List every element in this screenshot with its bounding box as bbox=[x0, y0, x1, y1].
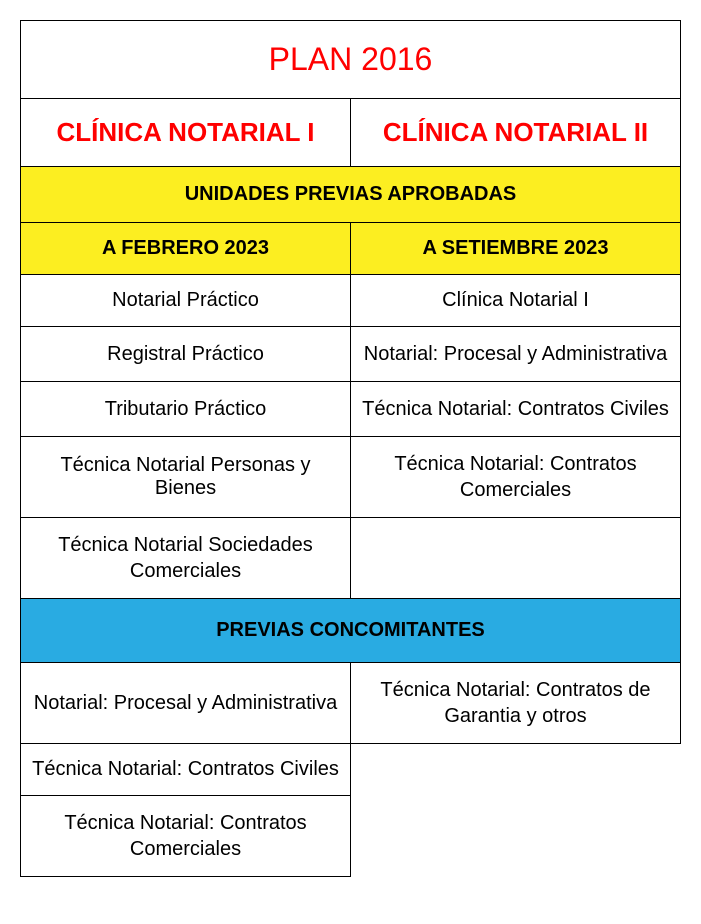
cell-conc-1-right: Técnica Notarial: Contratos de Garantia … bbox=[351, 663, 681, 744]
table-row: Técnica Notarial Personas y Bienes Técni… bbox=[21, 437, 681, 518]
cell-aprob-1-left: Notarial Práctico bbox=[21, 275, 351, 327]
subheader-setiembre: A SETIEMBRE 2023 bbox=[351, 223, 681, 275]
section-unidades-previas: UNIDADES PREVIAS APROBADAS bbox=[21, 167, 681, 223]
cell-aprob-4-left: Técnica Notarial Personas y Bienes bbox=[21, 437, 351, 518]
cell-conc-2-left: Técnica Notarial: Contratos Civiles bbox=[21, 744, 351, 796]
cell-aprob-5-right bbox=[351, 518, 681, 599]
cell-aprob-4-right: Técnica Notarial: Contratos Comerciales bbox=[351, 437, 681, 518]
table-row: A FEBRERO 2023 A SETIEMBRE 2023 bbox=[21, 223, 681, 275]
cell-aprob-3-right: Técnica Notarial: Contratos Civiles bbox=[351, 382, 681, 437]
plan-table: PLAN 2016 CLÍNICA NOTARIAL I CLÍNICA NOT… bbox=[20, 20, 681, 877]
header-clinica-2: CLÍNICA NOTARIAL II bbox=[351, 99, 681, 167]
plan-title: PLAN 2016 bbox=[21, 21, 681, 99]
cell-aprob-2-right: Notarial: Procesal y Administrativa bbox=[351, 327, 681, 382]
cell-conc-1-left: Notarial: Procesal y Administrativa bbox=[21, 663, 351, 744]
cell-empty bbox=[351, 796, 681, 877]
table-row: Técnica Notarial: Contratos Civiles bbox=[21, 744, 681, 796]
cell-empty bbox=[351, 744, 681, 796]
header-clinica-1: CLÍNICA NOTARIAL I bbox=[21, 99, 351, 167]
table-row: CLÍNICA NOTARIAL I CLÍNICA NOTARIAL II bbox=[21, 99, 681, 167]
table-row: PREVIAS CONCOMITANTES bbox=[21, 599, 681, 663]
table-row: Técnica Notarial Sociedades Comerciales bbox=[21, 518, 681, 599]
cell-aprob-1-right: Clínica Notarial I bbox=[351, 275, 681, 327]
table-row: Técnica Notarial: Contratos Comerciales bbox=[21, 796, 681, 877]
subheader-febrero: A FEBRERO 2023 bbox=[21, 223, 351, 275]
table-row: UNIDADES PREVIAS APROBADAS bbox=[21, 167, 681, 223]
cell-aprob-2-left: Registral Práctico bbox=[21, 327, 351, 382]
table-row: PLAN 2016 bbox=[21, 21, 681, 99]
section-concomitantes: PREVIAS CONCOMITANTES bbox=[21, 599, 681, 663]
table-row: Tributario Práctico Técnica Notarial: Co… bbox=[21, 382, 681, 437]
cell-aprob-3-left: Tributario Práctico bbox=[21, 382, 351, 437]
table-row: Notarial: Procesal y Administrativa Técn… bbox=[21, 663, 681, 744]
cell-aprob-5-left: Técnica Notarial Sociedades Comerciales bbox=[21, 518, 351, 599]
table-row: Notarial Práctico Clínica Notarial I bbox=[21, 275, 681, 327]
table-row: Registral Práctico Notarial: Procesal y … bbox=[21, 327, 681, 382]
cell-conc-3-left: Técnica Notarial: Contratos Comerciales bbox=[21, 796, 351, 877]
